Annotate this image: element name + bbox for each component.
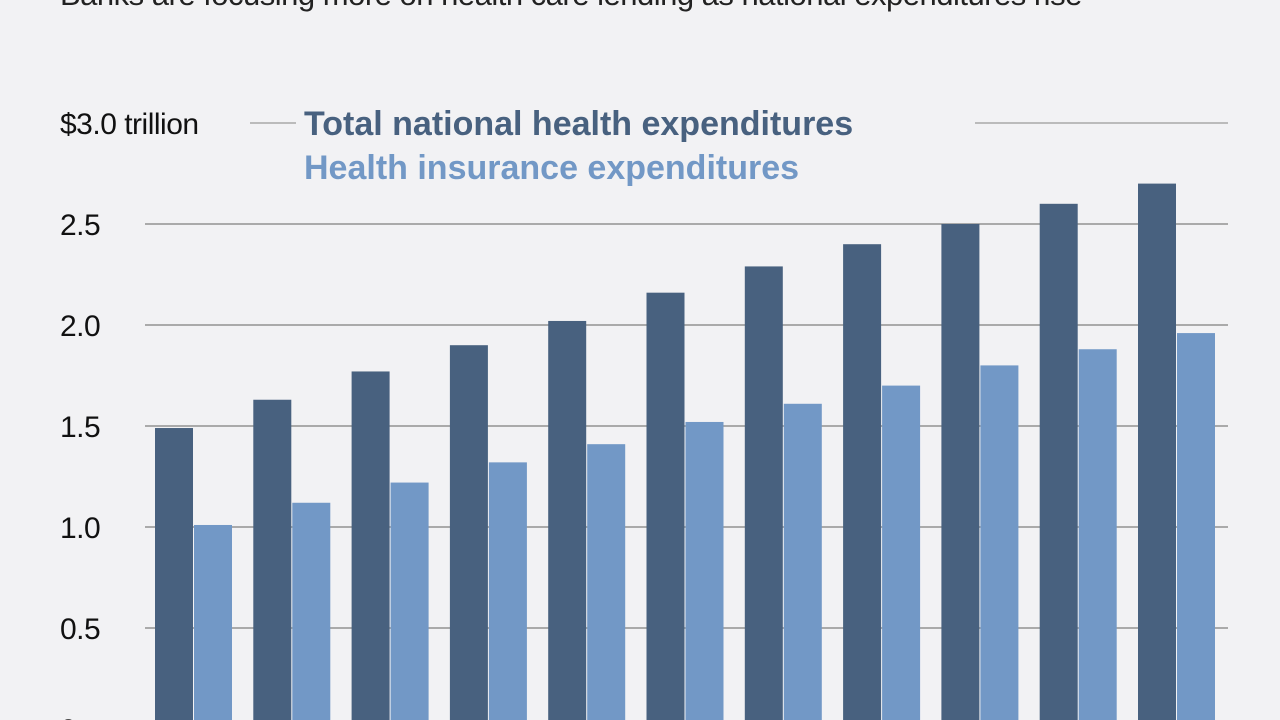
y-tick-label: 2.0 [60, 310, 100, 343]
y-tick-label: 1.0 [60, 512, 100, 545]
bar-total [646, 292, 685, 720]
legend-total: Total national health expenditures [304, 105, 853, 143]
bar-insurance [1177, 333, 1215, 720]
y-tick-label: 0 [60, 714, 76, 720]
bar-total [351, 371, 390, 720]
bar-total [843, 244, 882, 720]
bar-insurance [292, 502, 331, 720]
bar-insurance [587, 444, 626, 720]
y-tick-label: 2.5 [60, 209, 100, 242]
y-tick-label: $3.0 trillion [60, 108, 199, 141]
bar-total [548, 320, 587, 720]
bar-insurance [194, 524, 232, 720]
legend-insurance: Health insurance expenditures [304, 149, 799, 187]
bar-total [941, 224, 980, 720]
bar-insurance [980, 365, 1019, 720]
bar-insurance [390, 482, 429, 720]
bar-total [1138, 183, 1176, 720]
bar-total [744, 266, 783, 720]
y-tick-label: 1.5 [60, 411, 100, 444]
y-tick-label: 0.5 [60, 613, 100, 646]
chart-title: Banks are focusing more on health care l… [60, 0, 1210, 14]
bar-insurance [882, 385, 921, 720]
bar-total [1039, 203, 1078, 720]
bar-insurance [1078, 349, 1117, 720]
bar-insurance [783, 403, 822, 720]
bar-insurance [488, 462, 527, 720]
bar-total [449, 345, 488, 720]
bar-total [155, 428, 193, 720]
bar-insurance [685, 421, 724, 720]
bar-total [253, 399, 292, 720]
